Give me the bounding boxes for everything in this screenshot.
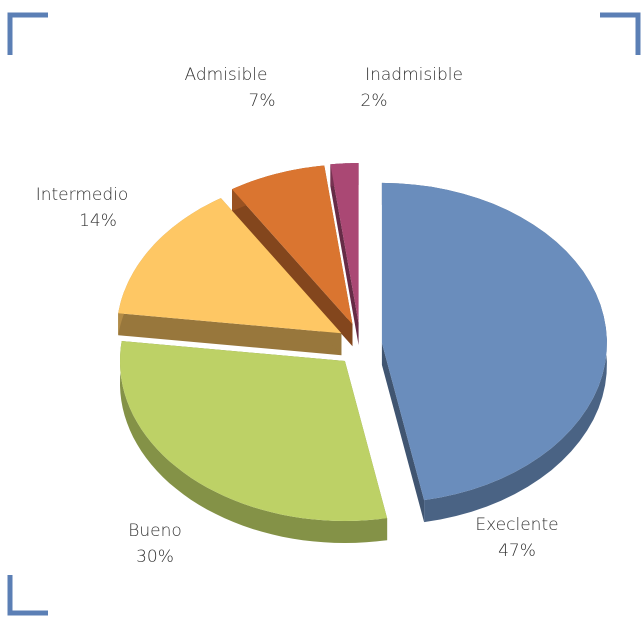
data-label-value: 47% (498, 541, 536, 561)
slice (118, 198, 342, 334)
data-label-name: Execlente (475, 515, 558, 535)
slice (232, 165, 353, 325)
corner-bracket (600, 12, 641, 55)
data-label-name: Admisible (185, 65, 268, 85)
data-label-value: 7% (249, 91, 276, 111)
slice (330, 163, 359, 323)
slice-wall (330, 164, 359, 345)
data-label-value: 30% (136, 547, 174, 567)
data-label-value: 2% (361, 91, 388, 111)
corner-bracket (7, 12, 48, 55)
slice (120, 341, 388, 521)
slice-wall (118, 313, 342, 356)
data-label-name: Bueno (128, 521, 182, 541)
corner-bracket (7, 575, 48, 616)
data-label-value: 14% (79, 211, 117, 231)
slice-side (120, 341, 388, 543)
slice-wall (232, 189, 353, 347)
data-label-name: Inadmisible (365, 65, 463, 85)
data-label-name: Intermedio (36, 185, 129, 205)
slice-wall (381, 342, 425, 523)
slice (381, 182, 607, 501)
corner-brackets (7, 12, 641, 616)
